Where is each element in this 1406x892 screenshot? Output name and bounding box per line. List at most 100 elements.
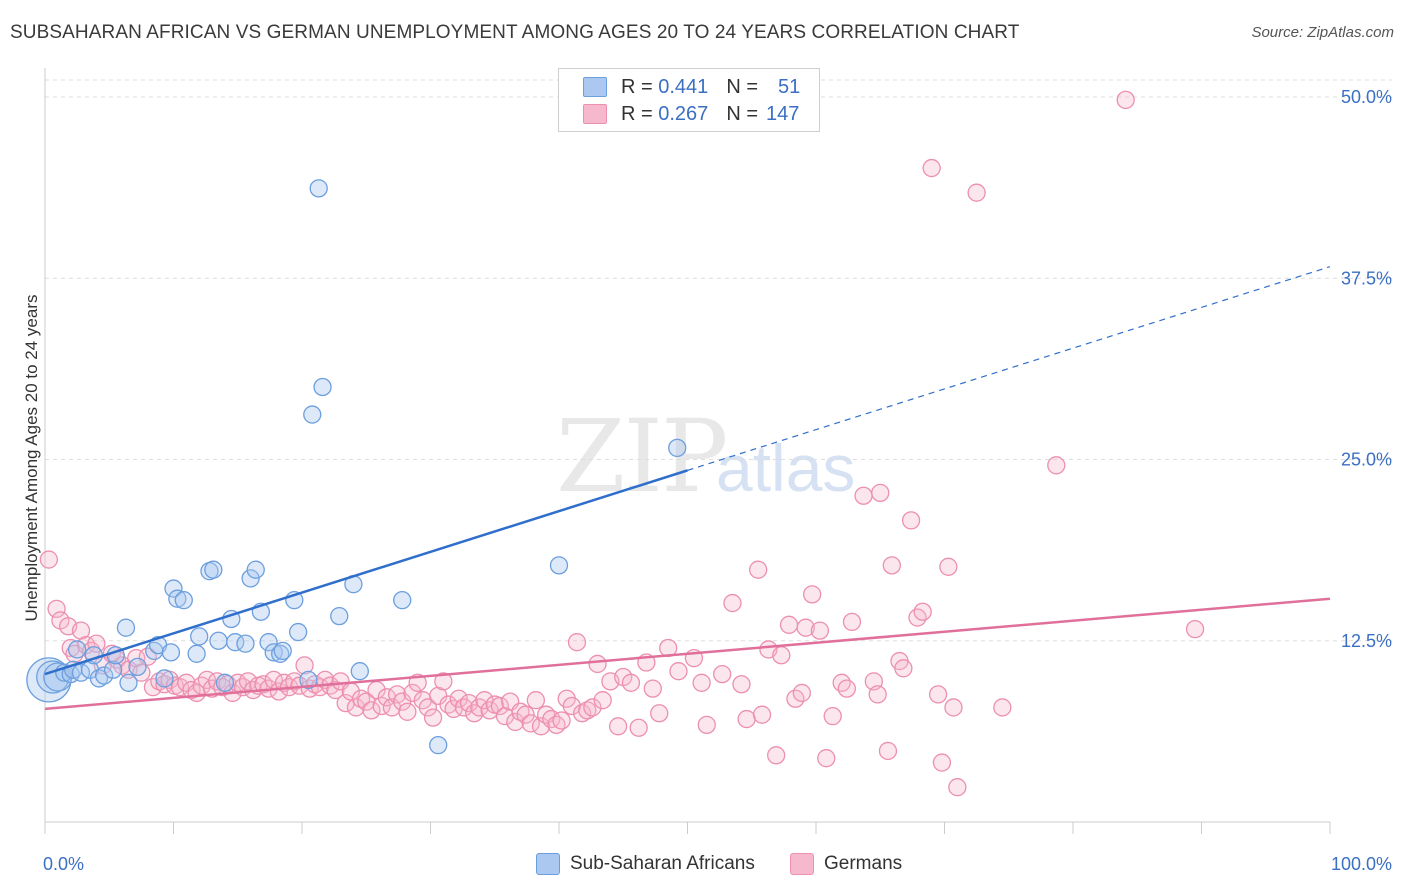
point-germans-79 xyxy=(459,693,479,713)
point-germans-118 xyxy=(697,715,716,734)
point-germans-58 xyxy=(351,689,371,708)
point-germans-103 xyxy=(583,698,602,717)
point-subsaharan-34 xyxy=(246,560,265,579)
point-germans-143 xyxy=(878,741,898,761)
point-germans-119 xyxy=(713,664,732,684)
r-label: R = xyxy=(621,102,653,125)
legend-row-germans: R = 0.267 N = 147 xyxy=(583,102,799,126)
n-value-germans: 147 xyxy=(766,102,800,125)
point-subsaharan-38 xyxy=(271,644,290,663)
n-label: N = xyxy=(726,102,758,125)
point-germans-91 xyxy=(521,714,540,733)
point-subsaharan-10 xyxy=(89,669,109,688)
y-tick-label-3: 50.0% xyxy=(1341,87,1392,107)
watermark-zip: ZIP xyxy=(556,398,728,515)
point-germans-149 xyxy=(913,602,932,621)
point-germans-153 xyxy=(939,557,958,576)
point-germans-117 xyxy=(692,673,711,692)
point-germans-107 xyxy=(608,717,628,736)
point-subsaharan-52 xyxy=(549,556,569,575)
point-germans-67 xyxy=(398,702,417,721)
point-subsaharan-14 xyxy=(116,618,136,637)
point-germans-146 xyxy=(894,659,913,678)
point-germans-142 xyxy=(871,483,890,503)
point-germans-151 xyxy=(928,685,948,704)
point-germans-92 xyxy=(526,691,546,710)
point-germans-122 xyxy=(737,709,756,729)
point-germans-131 xyxy=(796,618,815,637)
legend-swatch-pink xyxy=(583,104,607,124)
point-germans-148 xyxy=(908,608,927,627)
trend-line-subsaharan xyxy=(44,469,688,676)
n-label: N = xyxy=(726,75,758,98)
point-germans-1 xyxy=(47,599,66,618)
point-germans-150 xyxy=(922,158,941,178)
point-germans-123 xyxy=(749,560,768,579)
stats-legend: R = 0.441 N = 51 R = 0.267 N = 147 xyxy=(558,68,820,132)
point-germans-97 xyxy=(552,711,571,730)
point-germans-9 xyxy=(87,634,106,653)
bottom-label-germans: Germans xyxy=(824,853,903,874)
point-germans-88 xyxy=(506,712,525,732)
point-subsaharan-12 xyxy=(103,660,123,679)
point-germans-155 xyxy=(948,778,967,797)
point-subsaharan-28 xyxy=(209,631,228,650)
point-germans-25 xyxy=(182,680,201,700)
point-germans-137 xyxy=(837,679,856,698)
point-germans-74 xyxy=(434,672,453,691)
y-tick-label-1: 25.0% xyxy=(1341,450,1392,470)
y-tick-label-0: 12.5% xyxy=(1341,631,1392,651)
y-axis-label: Unemployment Among Ages 20 to 24 years xyxy=(22,294,41,622)
point-germans-154 xyxy=(944,698,963,717)
point-germans-157 xyxy=(993,698,1012,717)
legend-row-subsaharan: R = 0.441 N = 51 xyxy=(583,75,800,99)
point-germans-152 xyxy=(932,753,952,772)
point-subsaharan-16 xyxy=(128,657,147,676)
point-germans-90 xyxy=(516,705,535,724)
point-germans-158 xyxy=(1047,456,1066,475)
bottom-swatch-blue xyxy=(536,853,560,875)
point-subsaharan-39 xyxy=(273,641,292,661)
point-subsaharan-22 xyxy=(168,589,187,608)
point-subsaharan-20 xyxy=(161,643,181,662)
point-subsaharan-25 xyxy=(190,627,209,646)
point-germans-93 xyxy=(531,717,551,736)
point-subsaharan-48 xyxy=(350,662,369,681)
point-germans-124 xyxy=(752,705,772,724)
point-germans-139 xyxy=(854,486,873,505)
point-germans-80 xyxy=(465,704,484,723)
point-germans-105 xyxy=(593,691,612,710)
trend-line-subsaharan-projection xyxy=(687,266,1331,471)
source-label: Source: ZipAtlas.com xyxy=(1251,24,1394,41)
point-subsaharan-15 xyxy=(119,673,138,692)
y-tick-label-2: 37.5% xyxy=(1341,268,1392,288)
point-germans-130 xyxy=(792,683,812,703)
point-subsaharan-6 xyxy=(67,640,87,659)
bottom-label-subsaharan: Sub-Saharan Africans xyxy=(570,853,755,874)
point-germans-133 xyxy=(810,621,830,640)
bottom-swatch-pink xyxy=(790,853,814,875)
point-subsaharan-41 xyxy=(288,622,308,642)
point-subsaharan-46 xyxy=(330,606,349,626)
point-germans-71 xyxy=(418,698,438,717)
point-subsaharan-44 xyxy=(309,179,328,198)
point-germans-135 xyxy=(823,707,842,726)
point-subsaharan-33 xyxy=(241,569,260,588)
point-germans-57 xyxy=(346,698,366,717)
point-germans-60 xyxy=(362,701,381,720)
point-subsaharan-42 xyxy=(299,670,318,690)
point-germans-112 xyxy=(643,679,662,698)
point-germans-128 xyxy=(779,615,799,634)
point-germans-100 xyxy=(567,633,587,652)
point-germans-77 xyxy=(449,689,468,708)
point-germans-136 xyxy=(832,673,851,692)
point-germans-53 xyxy=(326,680,345,700)
point-germans-89 xyxy=(511,702,530,721)
point-germans-141 xyxy=(868,685,887,704)
point-germans-101 xyxy=(572,704,592,723)
point-germans-109 xyxy=(621,673,641,692)
point-germans-110 xyxy=(629,718,648,737)
point-germans-160 xyxy=(1185,620,1205,639)
watermark-atlas: atlas xyxy=(716,431,856,505)
